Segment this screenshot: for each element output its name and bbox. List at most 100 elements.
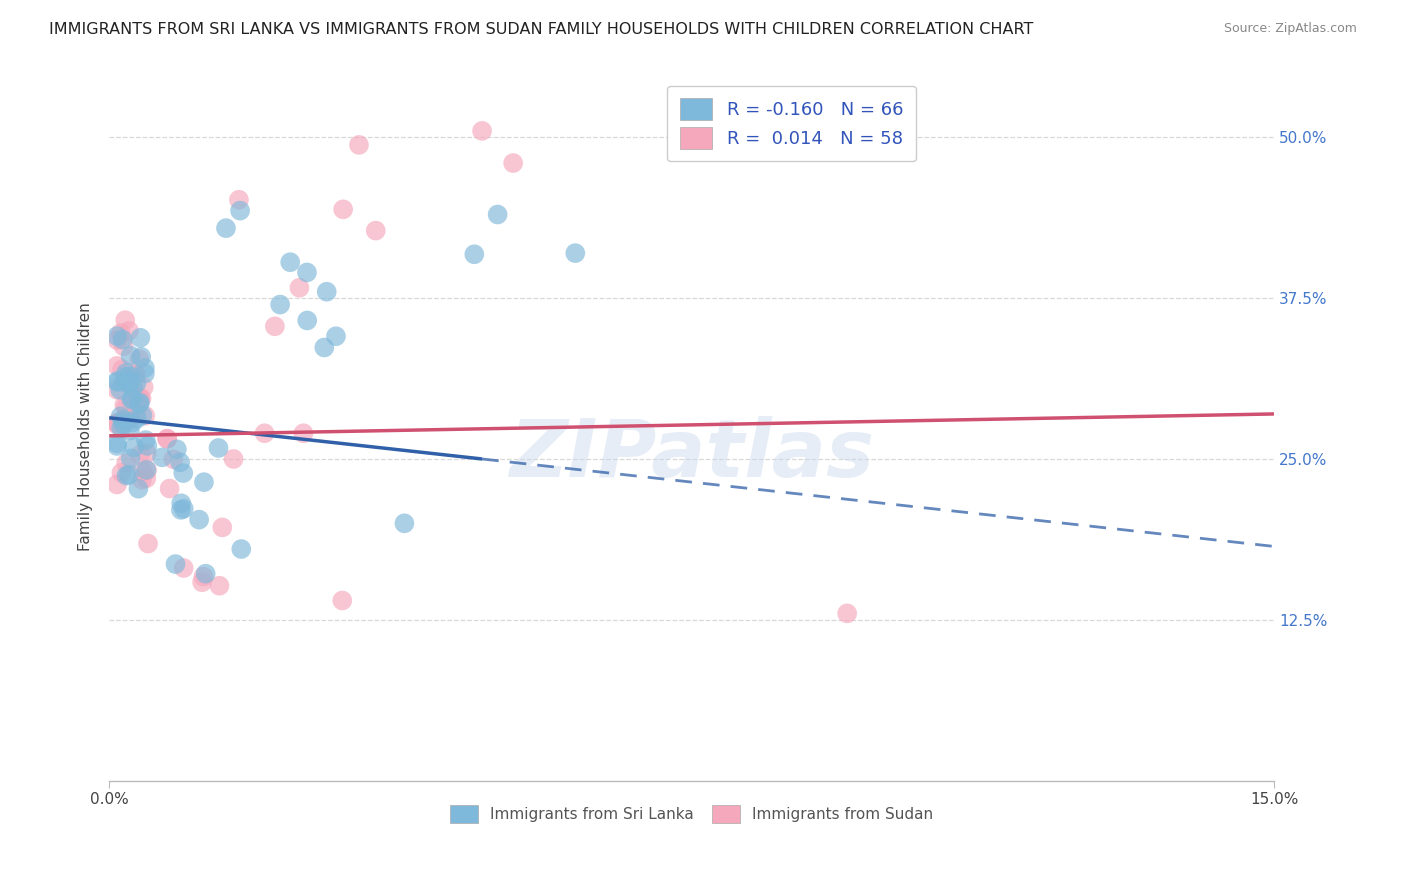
Point — [156, 432, 179, 446]
Point — [170, 496, 193, 510]
Point — [112, 413, 135, 427]
Point — [136, 463, 159, 477]
Point — [253, 426, 276, 441]
Point — [112, 339, 135, 353]
Point — [132, 465, 155, 479]
Point — [127, 482, 149, 496]
Point — [132, 380, 155, 394]
Point — [172, 466, 194, 480]
Point — [111, 333, 134, 347]
Point — [117, 376, 139, 391]
Point — [292, 426, 315, 441]
Point — [325, 329, 347, 343]
Point — [107, 375, 129, 389]
Point — [122, 440, 145, 454]
Point — [110, 326, 132, 340]
Point — [191, 575, 214, 590]
Point — [134, 367, 156, 381]
Point — [114, 401, 136, 415]
Point — [120, 392, 142, 407]
Point — [228, 193, 250, 207]
Point — [170, 503, 193, 517]
Point — [118, 424, 141, 438]
Point — [122, 380, 145, 394]
Point — [135, 446, 157, 460]
Point — [314, 341, 336, 355]
Legend: Immigrants from Sri Lanka, Immigrants from Sudan: Immigrants from Sri Lanka, Immigrants fr… — [444, 798, 939, 830]
Point — [105, 436, 128, 450]
Point — [129, 395, 152, 409]
Point — [129, 448, 152, 462]
Point — [173, 561, 195, 575]
Point — [222, 452, 245, 467]
Text: Source: ZipAtlas.com: Source: ZipAtlas.com — [1223, 22, 1357, 36]
Point — [125, 376, 148, 391]
Point — [124, 368, 146, 382]
Point — [215, 221, 238, 235]
Point — [169, 455, 191, 469]
Point — [131, 391, 153, 405]
Point — [150, 450, 173, 465]
Point — [297, 313, 319, 327]
Point — [471, 124, 494, 138]
Point — [463, 247, 485, 261]
Point — [295, 265, 318, 279]
Point — [105, 416, 128, 430]
Point — [269, 297, 291, 311]
Point — [156, 432, 179, 446]
Point — [188, 513, 211, 527]
Point — [486, 207, 509, 221]
Point — [134, 409, 156, 423]
Point — [159, 482, 181, 496]
Point — [110, 421, 132, 435]
Point — [229, 203, 252, 218]
Point — [207, 441, 229, 455]
Point — [111, 362, 134, 376]
Point — [131, 409, 153, 423]
Point — [131, 473, 153, 487]
Point — [105, 329, 128, 343]
Point — [111, 417, 134, 431]
Point — [105, 374, 128, 388]
Point — [173, 501, 195, 516]
Point — [278, 255, 301, 269]
Point — [315, 285, 337, 299]
Point — [332, 202, 354, 217]
Point — [110, 466, 132, 480]
Point — [129, 392, 152, 406]
Point — [125, 411, 148, 425]
Point — [134, 361, 156, 376]
Point — [193, 569, 215, 583]
Point — [118, 324, 141, 338]
Point — [120, 349, 142, 363]
Point — [115, 370, 138, 384]
Point — [837, 607, 859, 621]
Point — [105, 439, 128, 453]
Point — [194, 566, 217, 581]
Point — [115, 468, 138, 483]
Point — [105, 417, 128, 431]
Point — [564, 246, 586, 260]
Point — [162, 452, 184, 467]
Point — [394, 516, 416, 531]
Point — [231, 542, 253, 557]
Point — [120, 451, 142, 466]
Point — [135, 471, 157, 485]
Point — [120, 375, 142, 389]
Y-axis label: Family Households with Children: Family Households with Children — [79, 302, 93, 551]
Point — [112, 398, 135, 412]
Point — [136, 439, 159, 453]
Point — [135, 463, 157, 477]
Point — [124, 408, 146, 422]
Point — [347, 137, 370, 152]
Point — [208, 579, 231, 593]
Text: ZIPatlas: ZIPatlas — [509, 416, 875, 494]
Point — [165, 557, 187, 571]
Point — [105, 383, 128, 397]
Point — [125, 368, 148, 382]
Point — [110, 409, 132, 424]
Point — [115, 456, 138, 470]
Point — [118, 412, 141, 426]
Point — [118, 369, 141, 384]
Point — [124, 388, 146, 402]
